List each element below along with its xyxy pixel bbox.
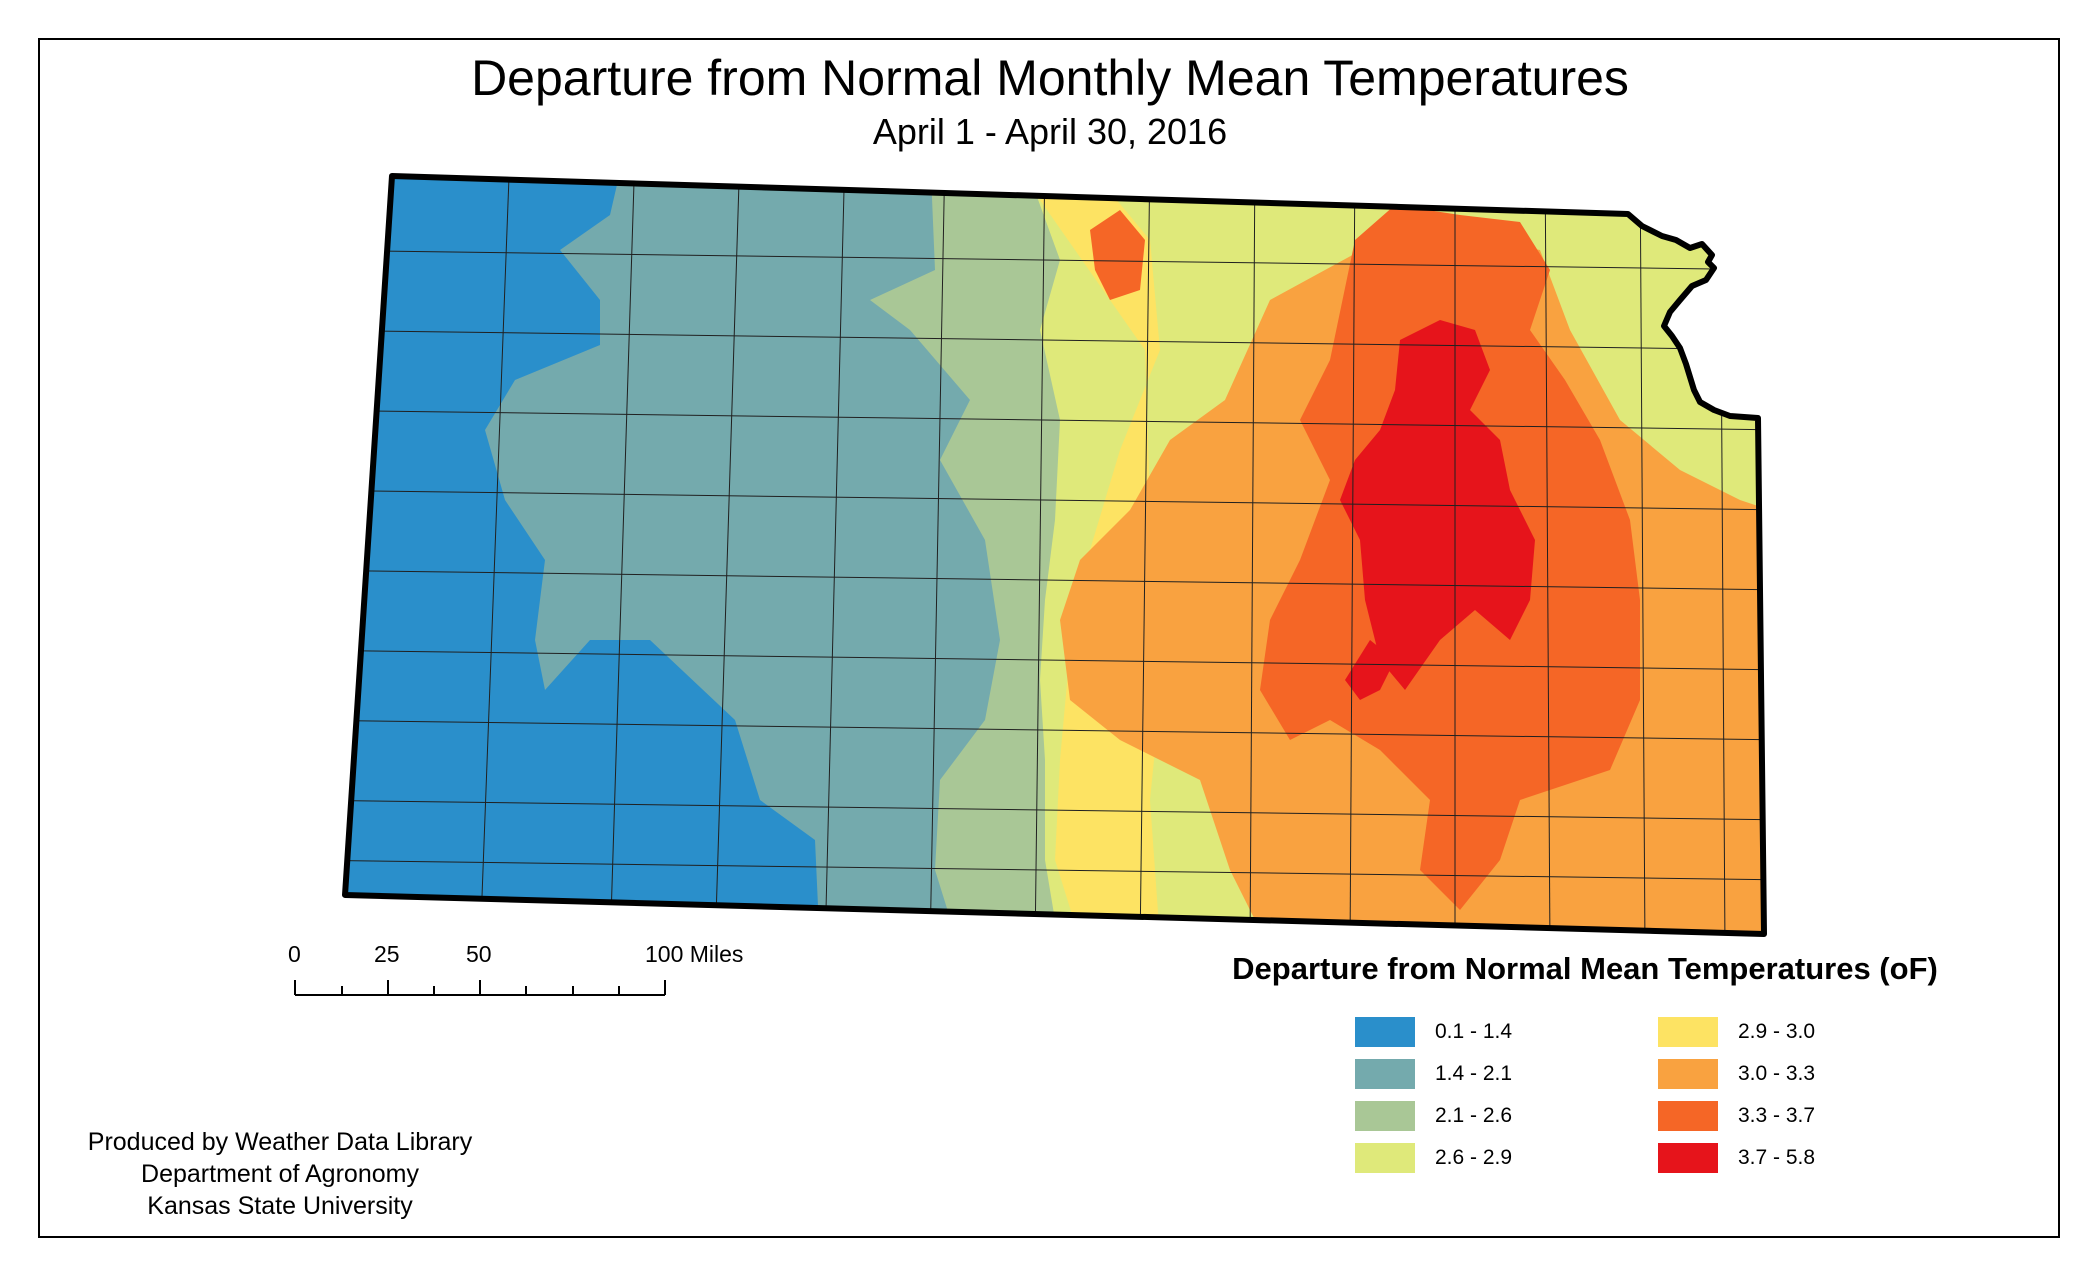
legend-label: 3.3 - 3.7 <box>1738 1104 1816 1127</box>
legend-swatch <box>1658 1017 1718 1047</box>
credit-line-university: Kansas State University <box>147 1192 413 1220</box>
legend-swatch <box>1355 1059 1415 1089</box>
map-frame <box>38 38 2060 1238</box>
legend-swatch <box>1355 1143 1415 1173</box>
legend-label: 1.4 - 2.1 <box>1435 1062 1513 1085</box>
scale-label-50: 50 <box>466 941 492 967</box>
credit-line-department: Department of Agronomy <box>141 1160 419 1188</box>
legend-label: 3.0 - 3.3 <box>1738 1062 1816 1085</box>
scale-label-100-miles: 100 Miles <box>645 941 744 967</box>
legend-title: Departure from Normal Mean Temperatures … <box>1232 951 1938 986</box>
legend-label: 0.1 - 1.4 <box>1435 1020 1513 1043</box>
legend-label: 2.6 - 2.9 <box>1435 1146 1513 1169</box>
map-subtitle: April 1 - April 30, 2016 <box>872 111 1228 152</box>
legend-label: 2.1 - 2.6 <box>1435 1104 1513 1127</box>
legend-label: 2.9 - 3.0 <box>1738 1020 1816 1043</box>
legend-swatch <box>1355 1017 1415 1047</box>
legend-swatch <box>1658 1143 1718 1173</box>
legend-swatch <box>1658 1101 1718 1131</box>
county-lines <box>345 176 1764 934</box>
scale-bar <box>294 980 666 996</box>
zone-3-3-to-3-7-north <box>1090 210 1145 300</box>
legend-label: 3.7 - 5.8 <box>1738 1146 1816 1169</box>
scale-label-0: 0 <box>288 941 301 967</box>
scale-label-25: 25 <box>374 941 400 967</box>
legend-swatch <box>1355 1101 1415 1131</box>
legend-swatch <box>1658 1059 1718 1089</box>
kansas-state-outline <box>342 173 1767 937</box>
credit-line-producer: Produced by Weather Data Library <box>87 1128 473 1156</box>
map-title: Departure from Normal Monthly Mean Tempe… <box>471 50 1629 106</box>
zone-3-7-to-5-8-south <box>1345 640 1395 700</box>
